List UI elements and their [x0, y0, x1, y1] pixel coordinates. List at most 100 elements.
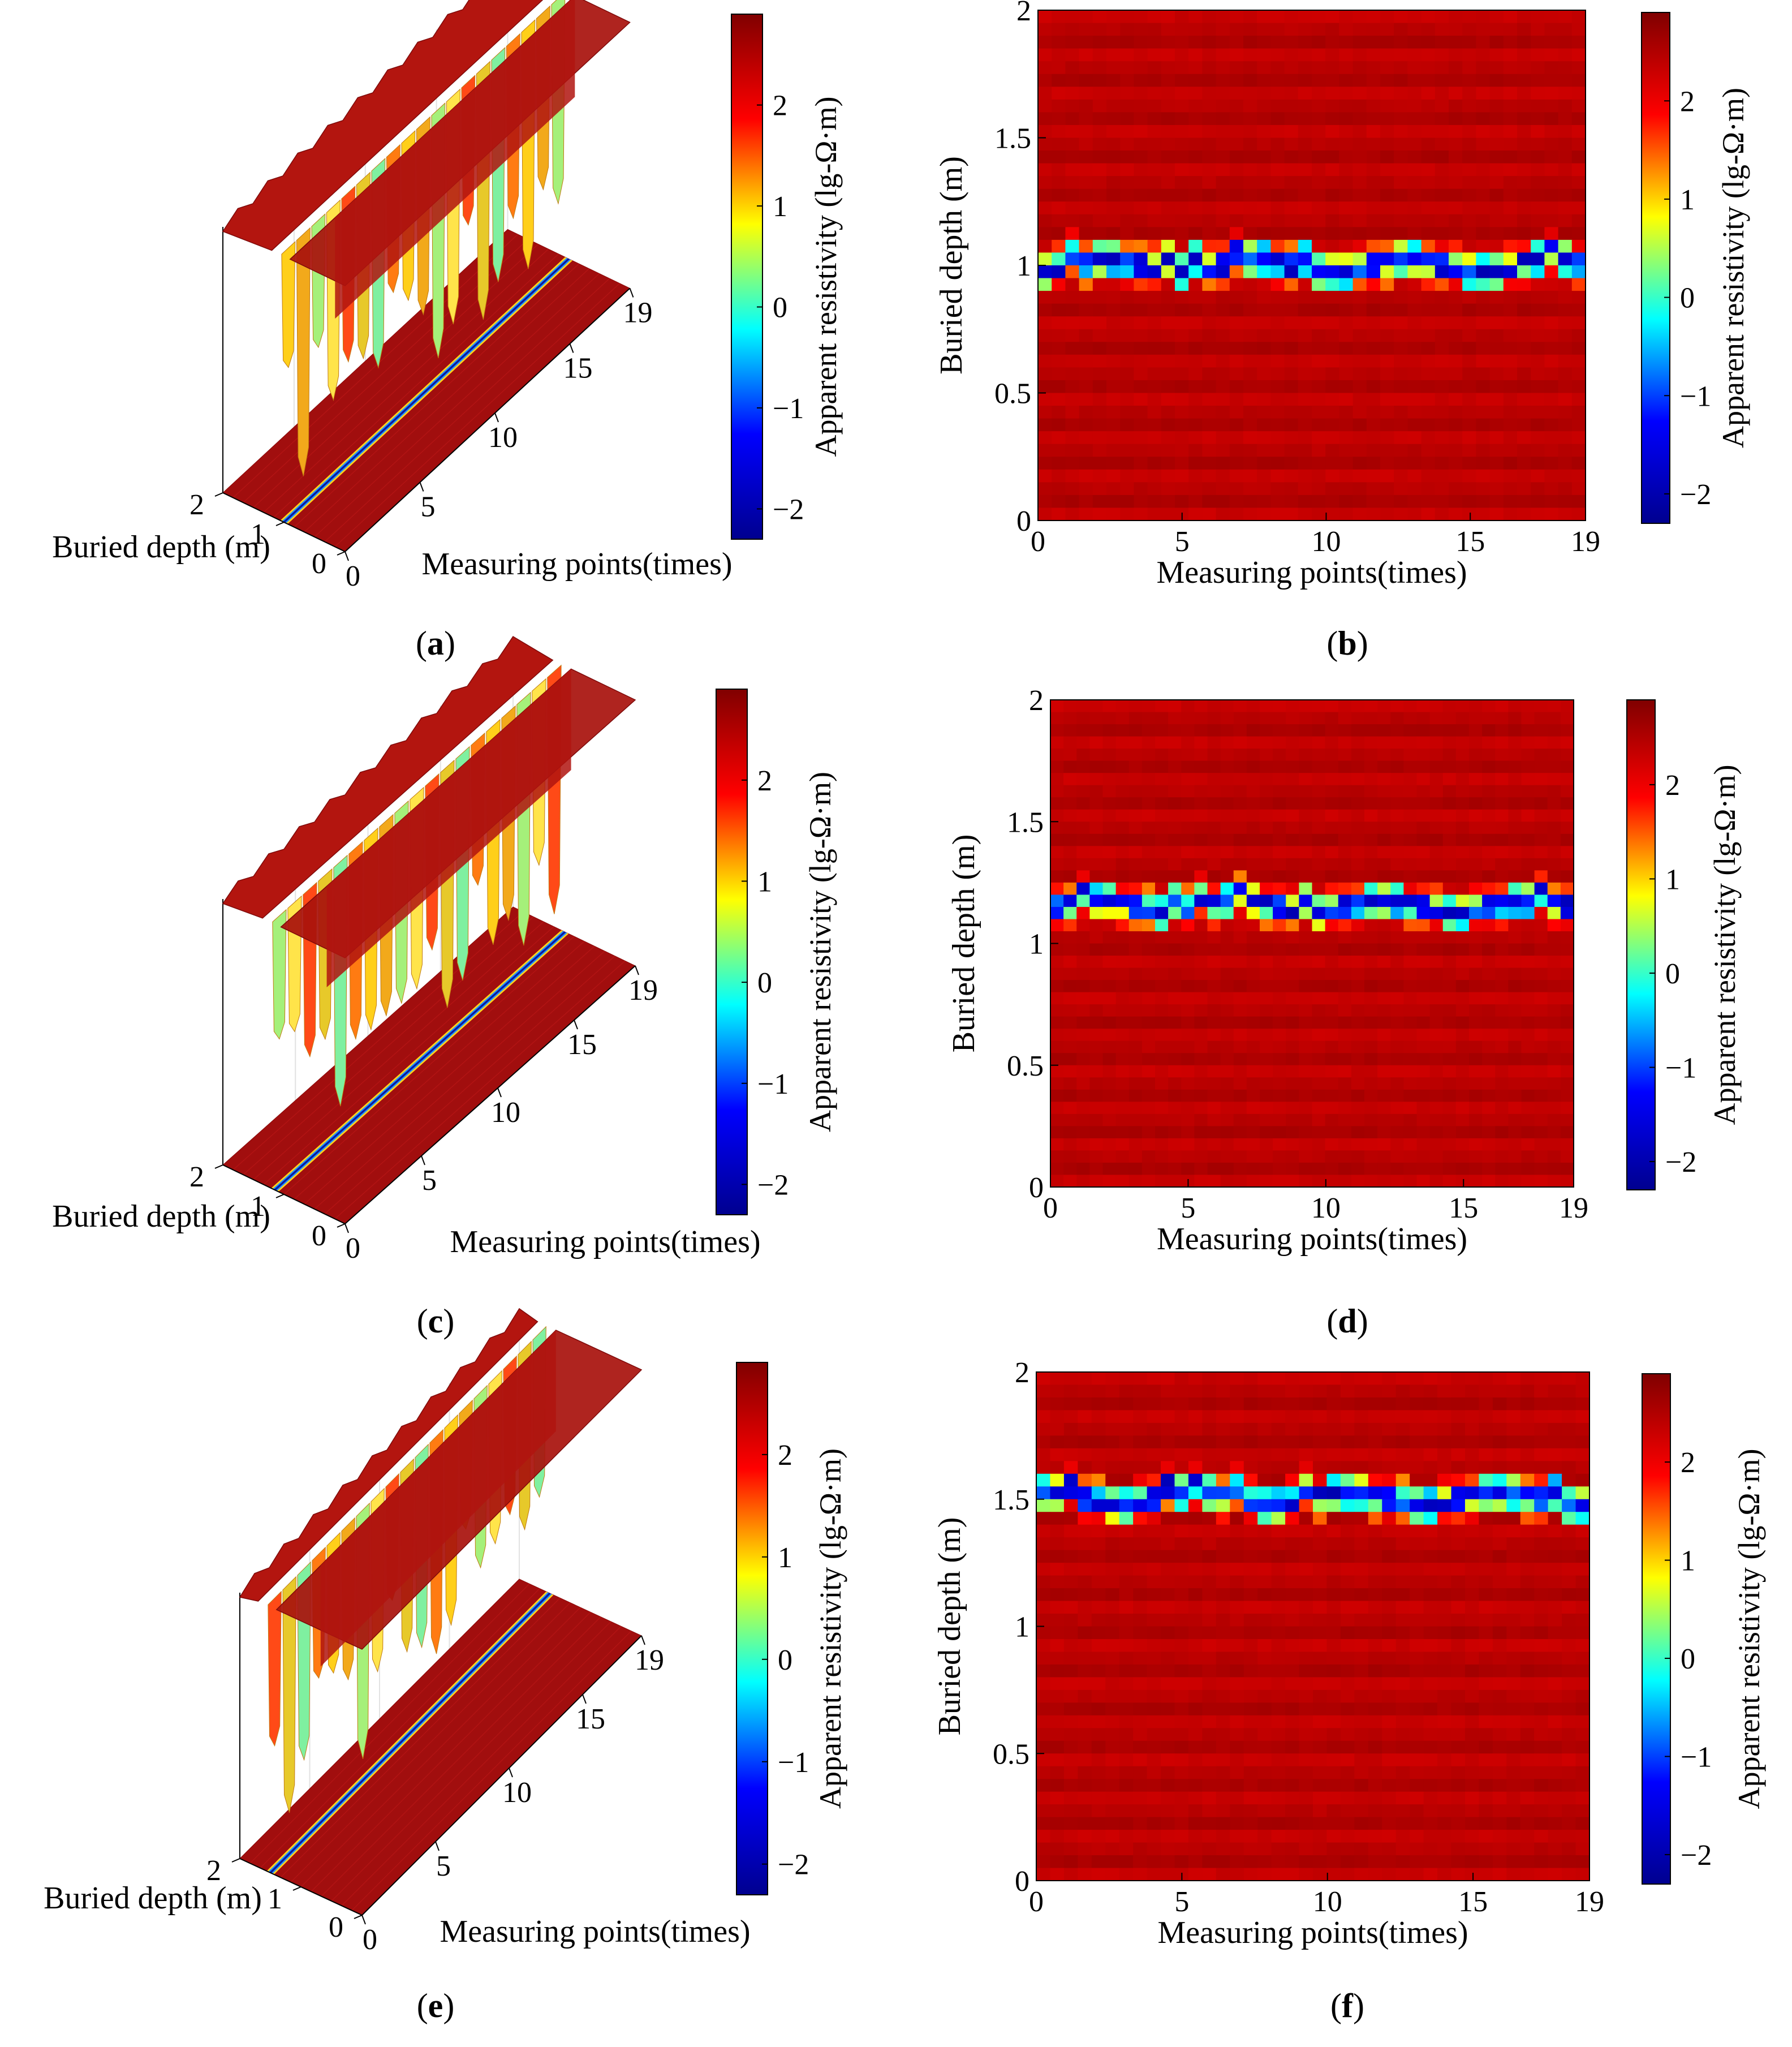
- heatmap-cell: [1216, 1563, 1230, 1576]
- heatmap-cell: [1161, 176, 1175, 190]
- heatmap-cell: [1202, 1512, 1217, 1525]
- heatmap-cell: [1421, 418, 1436, 432]
- heatmap-cell: [1106, 23, 1121, 36]
- heatmap-cell: [1128, 1102, 1143, 1115]
- heatmap-cell: [1207, 822, 1221, 835]
- heatmap-cell: [1285, 1766, 1300, 1779]
- heatmap-cell: [1403, 1004, 1418, 1017]
- heatmap-cell: [1202, 48, 1217, 62]
- heatmap-cell: [1469, 943, 1483, 956]
- heatmap-cell: [1571, 227, 1586, 240]
- heatmap-cell: [1133, 1614, 1148, 1627]
- heatmap-cell: [1403, 1029, 1418, 1042]
- heatmap-cell: [1092, 482, 1107, 496]
- heatmap-cell: [1106, 354, 1121, 368]
- heatmap-cell: [1325, 201, 1339, 215]
- heatmap-cell: [1325, 980, 1339, 993]
- heatmap-cell: [1313, 1384, 1328, 1398]
- heatmap-cell: [1175, 342, 1189, 355]
- heatmap-cell: [1339, 61, 1354, 75]
- heatmap-cell: [1390, 760, 1404, 773]
- heatmap-cell: [1338, 931, 1352, 944]
- heatmap-cell: [1340, 1639, 1355, 1653]
- heatmap-cell: [1489, 329, 1504, 342]
- heatmap-cell: [1508, 931, 1522, 944]
- heatmap-cell: [1489, 252, 1504, 266]
- heatmap-cell: [1407, 291, 1422, 304]
- heatmap-cell: [1271, 1702, 1286, 1716]
- heatmap-cell: [1134, 99, 1148, 113]
- heatmap-cell: [1423, 1702, 1438, 1716]
- heatmap-cell: [1079, 418, 1093, 432]
- heatmap-cell: [1078, 1524, 1092, 1538]
- heatmap-cell: [1181, 736, 1195, 749]
- heatmap-cell: [1394, 329, 1408, 342]
- heatmap-cell: [1506, 1664, 1521, 1678]
- heatmap-cell: [1423, 1524, 1438, 1538]
- heatmap-cell: [1548, 1614, 1562, 1627]
- heatmap-cell: [1547, 1077, 1561, 1090]
- heatmap-cell: [1368, 1397, 1382, 1411]
- heatmap-cell: [1517, 176, 1531, 190]
- heatmap-cell: [1161, 1677, 1175, 1691]
- heatmap-cell: [1534, 700, 1548, 713]
- heatmap-cell: [1403, 882, 1418, 895]
- heatmap-cell: [1421, 444, 1436, 457]
- heatmap-cell: [1243, 163, 1257, 177]
- heatmap-cell: [1063, 1702, 1078, 1716]
- x-tick-label: 5: [421, 491, 436, 523]
- heatmap-cell: [1560, 858, 1574, 871]
- heatmap-cell: [1544, 444, 1559, 457]
- heatmap-cell: [1230, 1664, 1244, 1678]
- heatmap-cell: [1382, 1753, 1397, 1767]
- heatmap-cell: [1495, 773, 1509, 786]
- heatmap-cell: [1571, 239, 1586, 253]
- heatmap-cell: [1050, 1728, 1065, 1741]
- heatmap-cell: [1462, 87, 1476, 100]
- heatmap-cell: [1495, 1113, 1509, 1126]
- heatmap-cells: [1050, 700, 1574, 1188]
- heatmap-cell: [1115, 833, 1130, 846]
- heatmap-cell: [1063, 1753, 1078, 1767]
- heatmap-cell: [1119, 1499, 1134, 1512]
- heatmap-cell: [1390, 1077, 1404, 1090]
- heatmap-cell: [1520, 1689, 1535, 1703]
- heatmap-cell: [1052, 150, 1066, 164]
- heatmap-cell: [1243, 354, 1257, 368]
- heatmap-cell: [1421, 469, 1436, 483]
- heatmap-cell: [1089, 906, 1104, 920]
- heatmap-cell: [1147, 1499, 1161, 1512]
- heatmap-cell: [1298, 380, 1312, 394]
- heatmap-cell: [1575, 1677, 1590, 1691]
- heatmap-cell: [1495, 895, 1509, 908]
- heatmap-cell: [1147, 1512, 1161, 1525]
- heatmap-cell: [1313, 1372, 1328, 1386]
- heatmap-cell: [1560, 1077, 1574, 1090]
- heatmap-cell: [1338, 846, 1352, 859]
- heatmap-cell: [1120, 150, 1134, 164]
- heatmap-cell: [1091, 1550, 1106, 1563]
- heatmap-cell: [1220, 712, 1234, 725]
- heatmap-cell: [1410, 1575, 1424, 1589]
- heatmap-cell: [1469, 895, 1483, 908]
- heatmap-cell: [1423, 1614, 1438, 1627]
- heatmap-cell: [1416, 931, 1431, 944]
- heatmap-cell: [1285, 1524, 1300, 1538]
- heatmap-cell: [1339, 494, 1354, 509]
- heatmap-cell: [1521, 1138, 1535, 1151]
- heatmap-cell: [1429, 919, 1444, 932]
- heatmap-cell: [1133, 1524, 1148, 1538]
- heatmap-cell: [1161, 1461, 1175, 1474]
- heatmap-cell: [1421, 99, 1436, 113]
- heatmap-cell: [1407, 87, 1422, 100]
- heatmap-cell: [1284, 48, 1299, 62]
- heatmap-cell: [1548, 1715, 1562, 1728]
- heatmap-cell: [1298, 457, 1312, 470]
- heatmap-cell: [1366, 112, 1381, 126]
- heatmap-cell: [1435, 393, 1449, 406]
- heatmap-cell: [1120, 227, 1134, 240]
- heatmap-cell: [1052, 137, 1066, 151]
- heatmap-cell: [1257, 265, 1271, 279]
- heatmap-cell: [1534, 1639, 1549, 1653]
